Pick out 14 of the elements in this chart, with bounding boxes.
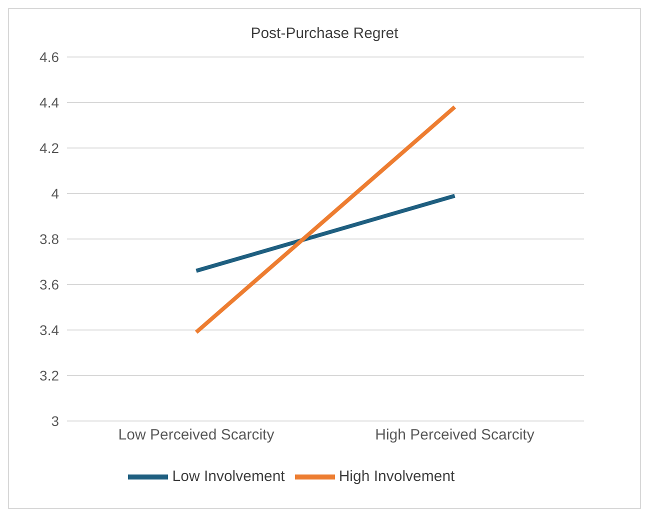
x-tick-label: High Perceived Scarcity bbox=[375, 426, 535, 444]
y-tick-label: 3.6 bbox=[40, 276, 60, 292]
legend-label: Low Involvement bbox=[172, 468, 285, 485]
y-tick-label: 3.2 bbox=[40, 367, 60, 384]
y-tick-label: 3.8 bbox=[40, 230, 60, 247]
legend-label: High Involvement bbox=[338, 468, 455, 485]
y-tick-label: 3 bbox=[51, 412, 60, 429]
y-tick-label: 4.4 bbox=[40, 94, 60, 110]
y-tick-label: 4.6 bbox=[40, 48, 60, 65]
y-tick-label: 4 bbox=[51, 185, 60, 202]
x-tick-label: Low Perceived Scarcity bbox=[118, 426, 275, 444]
y-tick-label: 3.4 bbox=[40, 322, 60, 338]
chart-title: Post-Purchase Regret bbox=[250, 24, 400, 44]
y-tick-label: 4.2 bbox=[40, 140, 60, 156]
